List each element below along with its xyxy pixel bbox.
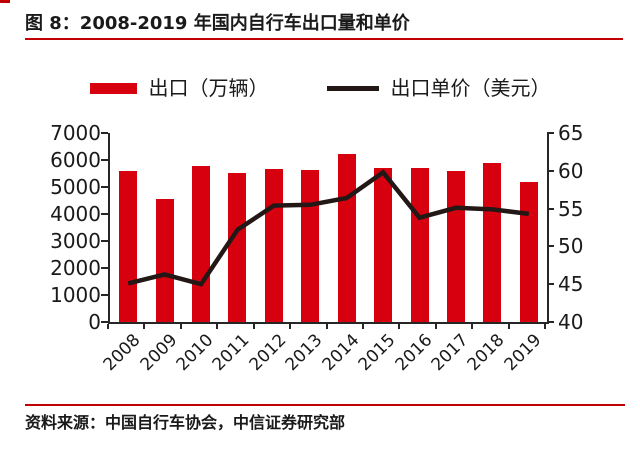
x-axis-tick — [107, 324, 109, 329]
right-axis-tick-label: 45 — [558, 272, 584, 297]
left-axis-tick — [101, 294, 108, 296]
left-axis-tick-label: 4000 — [50, 202, 101, 226]
x-axis-tick — [544, 324, 546, 329]
x-axis-tick — [434, 324, 437, 329]
price-line — [127, 169, 530, 287]
x-axis-tick — [179, 324, 182, 329]
line-series-swatch — [326, 85, 379, 91]
left-axis-tick — [101, 240, 108, 242]
left-axis-tick — [101, 132, 108, 134]
x-axis-tick — [143, 324, 146, 329]
right-axis-tick-label: 65 — [558, 121, 584, 145]
x-axis-tick — [289, 324, 292, 329]
right-axis-tick-label: 60 — [558, 158, 584, 183]
left-axis-tick — [101, 321, 108, 323]
bar-series-swatch — [89, 82, 137, 94]
left-axis-tick-label: 6000 — [50, 148, 101, 172]
legend-label-export: 出口（万辆） — [148, 76, 269, 100]
right-axis-tick — [547, 169, 554, 172]
left-axis-tick — [101, 267, 108, 269]
right-axis-tick-label: 50 — [558, 234, 584, 259]
x-axis-tick — [471, 324, 474, 329]
left-axis-tick-label: 7000 — [50, 121, 101, 145]
bar-2015 — [374, 167, 393, 322]
right-axis-tick-label: 55 — [558, 196, 584, 221]
bar-2011 — [228, 173, 247, 322]
left-axis-tick-label: 5000 — [50, 175, 101, 199]
left-axis-tick — [101, 186, 108, 188]
right-axis-tick — [547, 283, 554, 286]
left-axis-tick-label: 1000 — [50, 283, 101, 307]
legend: 出口（万辆） 出口单价（美元） — [0, 76, 640, 100]
left-axis-tick-label: 2000 — [50, 256, 101, 280]
figure-title: 图 8：2008-2019 年国内自行车出口量和单价 — [25, 13, 410, 34]
x-axis-tick — [325, 324, 328, 329]
plot-area — [108, 133, 549, 324]
page-corner-mark — [0, 0, 10, 3]
footer-divider — [25, 404, 625, 406]
right-axis-tick — [547, 132, 554, 134]
source-note: 资料来源：中国自行车协会，中信证券研究部 — [25, 413, 346, 432]
price-line-path — [127, 169, 530, 287]
x-axis-tick — [398, 324, 401, 329]
right-axis-tick — [547, 321, 554, 323]
x-axis-tick — [361, 324, 364, 329]
left-axis-tick-label: 3000 — [50, 229, 101, 253]
x-axis-tick — [216, 324, 219, 329]
left-axis-tick — [101, 213, 108, 215]
left-axis-tick-label: 0 — [88, 310, 101, 334]
right-axis-tick — [547, 207, 554, 210]
legend-item-price: 出口单价（美元） — [326, 76, 551, 100]
title-underline — [25, 38, 623, 40]
bar-2018 — [483, 163, 502, 322]
bar-2019 — [519, 181, 538, 322]
left-axis-tick — [101, 159, 108, 161]
bar-2009 — [155, 198, 174, 322]
right-axis-tick — [547, 245, 554, 248]
bar-2013 — [301, 170, 320, 322]
x-axis-tick — [507, 324, 510, 329]
legend-label-price: 出口单价（美元） — [390, 76, 551, 100]
bar-2016 — [410, 168, 429, 322]
right-axis-tick-label: 40 — [558, 310, 584, 334]
x-axis-tick — [252, 324, 255, 329]
legend-item-export: 出口（万辆） — [89, 76, 269, 100]
